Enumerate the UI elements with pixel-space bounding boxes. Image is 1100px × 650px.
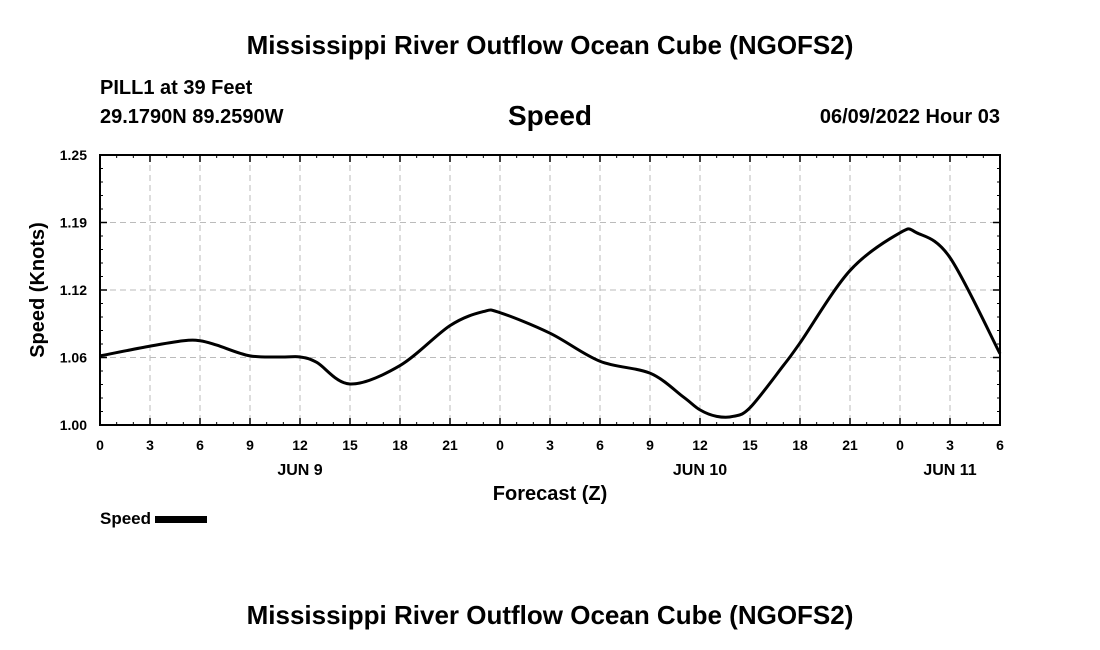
y-tick-label: 1.25 xyxy=(60,147,87,163)
date-label: JUN 9 xyxy=(277,462,322,479)
station-name: PILL1 at 39 Feet xyxy=(100,77,253,99)
x-tick-label: 6 xyxy=(996,437,1004,453)
x-tick-label: 0 xyxy=(496,437,504,453)
x-tick-label: 15 xyxy=(742,437,758,453)
axis-ticks xyxy=(99,154,1001,426)
x-tick-label: 21 xyxy=(442,437,458,453)
x-tick-label: 0 xyxy=(896,437,904,453)
legend-swatch xyxy=(155,515,208,523)
x-tick-label: 6 xyxy=(196,437,204,453)
y-tick-label: 1.00 xyxy=(60,417,87,433)
x-tick-label: 6 xyxy=(596,437,604,453)
x-tick-label: 21 xyxy=(842,437,858,453)
x-tick-label: 3 xyxy=(146,437,154,453)
x-axis-title: Forecast (Z) xyxy=(493,483,607,505)
x-tick-label: 18 xyxy=(392,437,408,453)
y-tick-label: 1.06 xyxy=(60,350,87,366)
date-label: JUN 10 xyxy=(673,462,727,479)
legend-label: Speed xyxy=(100,509,152,528)
x-tick-label: 12 xyxy=(692,437,708,453)
x-tick-label: 3 xyxy=(546,437,554,453)
x-tick-label: 9 xyxy=(246,437,254,453)
x-tick-label: 18 xyxy=(792,437,808,453)
x-tick-label: 3 xyxy=(946,437,954,453)
main-title: Mississippi River Outflow Ocean Cube (NG… xyxy=(246,30,854,60)
forecast-datetime: 06/09/2022 Hour 03 xyxy=(819,106,1000,128)
date-label: JUN 11 xyxy=(923,462,976,479)
x-tick-label: 15 xyxy=(342,437,358,453)
y-tick-label: 1.19 xyxy=(60,215,87,231)
legend: Speed xyxy=(100,509,208,529)
x-tick-label: 0 xyxy=(96,437,104,453)
y-tick-label: 1.12 xyxy=(60,282,87,298)
x-tick-label: 12 xyxy=(292,437,308,453)
y-axis-title: Speed (Knots) xyxy=(27,222,49,358)
station-coordinates: 29.1790N 89.2590W xyxy=(100,106,284,128)
series-layer xyxy=(99,227,1002,419)
chart-title: Speed xyxy=(507,100,593,131)
footer-title: Mississippi River Outflow Ocean Cube (NG… xyxy=(246,600,854,630)
axis-labels: 0 3 6 9 12 15 18 21 0 3 6 9 12 15 18 21 0 3 6 1.00 1.06 1.12 1… xyxy=(27,147,1004,505)
series-line-speed xyxy=(99,227,1002,419)
grid xyxy=(100,154,1000,425)
x-tick-label: 9 xyxy=(646,437,654,453)
